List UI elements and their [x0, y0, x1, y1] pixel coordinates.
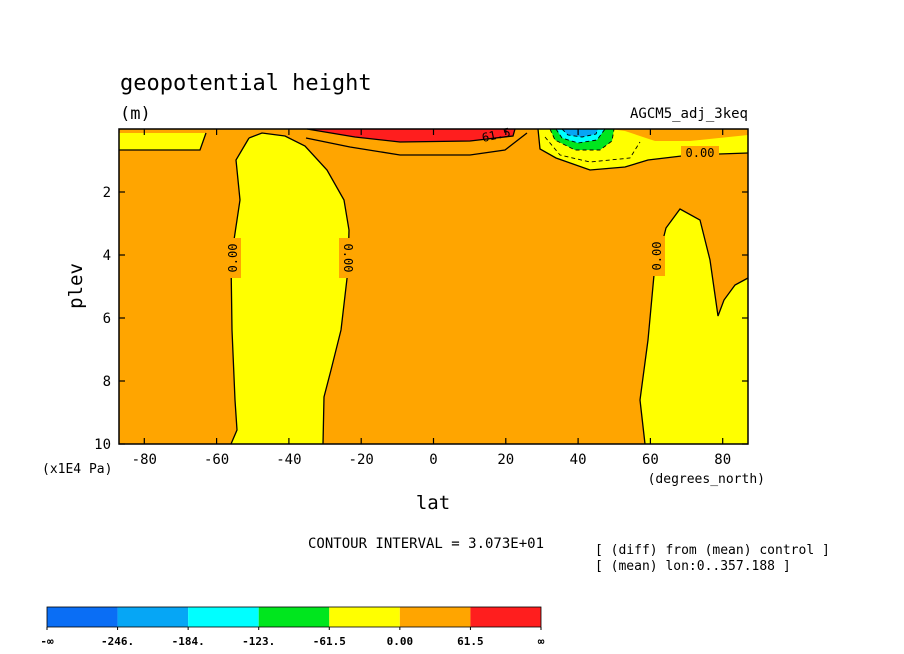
label-bg-4	[681, 146, 719, 159]
yellow-region-southern	[231, 133, 349, 444]
run-label: AGCM5_adj_3keq	[630, 106, 748, 122]
x-axis-units: (degrees_north)	[648, 472, 765, 487]
contour-line-positive	[306, 128, 516, 143]
colorbar-frame	[46, 606, 542, 628]
colorbar-label: 0.00	[387, 635, 414, 648]
contour-interval: CONTOUR INTERVAL = 3.073E+01	[308, 536, 544, 552]
y-tick-label: 2	[103, 185, 111, 201]
contour-label: 61.5	[481, 125, 512, 145]
colorbar-label: -∞	[40, 635, 54, 648]
yellow-region-polar	[119, 133, 206, 150]
y-tick-label: 10	[94, 437, 111, 453]
yellow-region-northern	[640, 209, 748, 444]
y-axis-units: (x1E4 Pa)	[42, 462, 112, 477]
contour-label: 0.00	[341, 244, 355, 273]
y-tick-label: 6	[103, 311, 111, 327]
contour-line-zero-mid	[248, 132, 350, 445]
note-mean: [ (mean) lon:0..357.188 ]	[595, 559, 791, 574]
plot-area: 0.00 0.00 0.00 0.00 61.5	[118, 125, 749, 445]
x-tick-label: 80	[714, 452, 731, 468]
contour-line-upper	[305, 132, 528, 156]
x-tick-label: -60	[204, 452, 229, 468]
colorbar-label: -61.5	[313, 635, 346, 648]
y-tick-label: 8	[103, 374, 111, 390]
y-tick-label: 4	[103, 248, 111, 264]
contour-label: 0.00	[686, 146, 715, 160]
x-tick-label: -40	[276, 452, 301, 468]
contour-line-zero-polar	[119, 132, 207, 151]
x-axis-ticks: -80 -60 -40 -20 0 20 40 60 80	[132, 129, 731, 468]
colorbar-swatch	[188, 607, 259, 627]
x-tick-label: 20	[497, 452, 514, 468]
contour-line-zero-north	[639, 208, 749, 445]
colorbar-swatch	[117, 607, 189, 627]
negative-region-blue	[562, 129, 598, 137]
colorbar-swatch	[470, 607, 541, 627]
contour-line-negative-4	[544, 136, 641, 163]
colorbar-label: -184.	[172, 635, 205, 648]
contour-line-negative-3	[561, 128, 599, 138]
contour-label: 0.00	[650, 242, 664, 271]
y-axis-ticks: 2 4 6 8 10	[94, 185, 748, 453]
contour-label: 0.00	[226, 244, 240, 273]
colorbar-swatch	[258, 607, 330, 627]
label-bg-1	[224, 238, 241, 278]
colorbar-label: -246.	[101, 635, 134, 648]
units-label: (m)	[120, 104, 151, 124]
contour-line-negative-1	[549, 128, 615, 151]
note-diff: [ (diff) from (mean) control ]	[595, 543, 830, 558]
colorbar-label: ∞	[538, 635, 545, 648]
label-bg-2	[339, 238, 356, 278]
contour-line-zero-south	[230, 137, 250, 445]
colorbar-label: -123.	[242, 635, 275, 648]
y-axis-label: plev	[65, 263, 87, 309]
chart-title: geopotential height	[120, 71, 372, 96]
x-axis-label: lat	[416, 492, 450, 514]
colorbar-swatch	[47, 607, 118, 627]
colorbar-swatch	[399, 607, 471, 627]
positive-region	[307, 129, 515, 142]
label-bg-3	[648, 236, 665, 276]
x-tick-label: 0	[429, 452, 437, 468]
x-tick-label: -80	[132, 452, 157, 468]
colorbar-label: 61.5	[457, 635, 484, 648]
colorbar-swatch	[329, 607, 400, 627]
x-tick-label: 40	[570, 452, 587, 468]
contour-line-negative-2	[555, 128, 606, 144]
x-tick-label: 60	[642, 452, 659, 468]
x-tick-label: -20	[349, 452, 374, 468]
colorbar: -∞ -246. -184. -123. -61.5 0.00 61.5 ∞	[40, 606, 545, 648]
